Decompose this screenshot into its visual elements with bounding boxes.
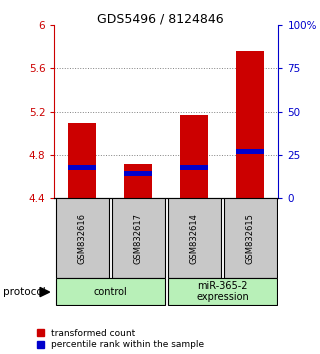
Bar	[236, 51, 264, 198]
Polygon shape	[40, 287, 50, 297]
Text: GSM832617: GSM832617	[134, 212, 143, 264]
Legend: transformed count, percentile rank within the sample: transformed count, percentile rank withi…	[36, 329, 204, 349]
FancyBboxPatch shape	[168, 198, 221, 278]
Text: control: control	[93, 287, 127, 297]
FancyBboxPatch shape	[112, 198, 165, 278]
Bar	[180, 115, 208, 198]
FancyBboxPatch shape	[168, 278, 277, 305]
FancyBboxPatch shape	[56, 278, 165, 305]
Text: miR-365-2
expression: miR-365-2 expression	[196, 281, 249, 303]
Bar	[124, 164, 152, 198]
Text: GSM832615: GSM832615	[246, 213, 255, 263]
Text: GDS5496 / 8124846: GDS5496 / 8124846	[97, 12, 223, 25]
FancyBboxPatch shape	[56, 198, 109, 278]
Bar	[68, 124, 96, 198]
Bar	[124, 171, 152, 176]
Text: GSM832614: GSM832614	[190, 213, 199, 263]
Bar	[180, 165, 208, 170]
Bar	[68, 165, 96, 170]
FancyBboxPatch shape	[223, 198, 277, 278]
Bar	[236, 149, 264, 154]
Text: protocol: protocol	[3, 287, 46, 297]
Text: GSM832616: GSM832616	[78, 212, 87, 264]
